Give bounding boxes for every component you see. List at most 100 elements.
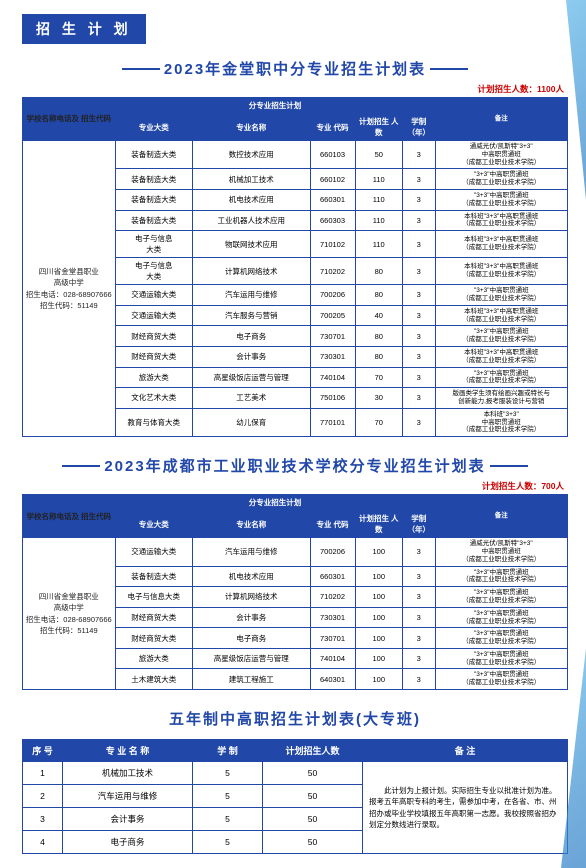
- cell-plan: 50: [263, 785, 363, 808]
- cell-code: 700206: [310, 285, 355, 306]
- cell-note: "3+3"中高职贯通班 （成都工业职业技术学院）: [435, 326, 568, 347]
- cell-code: 740104: [310, 367, 355, 388]
- cell-cat: 文化艺术大类: [115, 388, 193, 409]
- cell-code: 700205: [310, 305, 355, 326]
- cell-note: "3+3"中高职贯通班 （成都工业职业技术学院）: [435, 285, 568, 306]
- cell-code: 660303: [310, 210, 355, 231]
- cell-code: 730301: [310, 607, 355, 628]
- table3: 序 号 专 业 名 称 学 制 计划招生人数 备 注 1机械加工技术550 此计…: [22, 739, 568, 854]
- cell-name: 机电技术应用: [193, 189, 311, 210]
- cell-code: 710202: [310, 587, 355, 608]
- th-name: 专业名称: [193, 114, 311, 141]
- cell-note: 本科班"3+3"中高职贯通班 （成都工业职业技术学院）: [435, 210, 568, 231]
- cell-years: 3: [403, 305, 436, 326]
- th-cat: 专业大类: [115, 114, 193, 141]
- cell-plan: 100: [355, 628, 403, 649]
- cell-name: 高星级饭店运营与管理: [193, 648, 311, 669]
- cell-plan: 100: [355, 648, 403, 669]
- th-cat: 专业大类: [115, 511, 193, 538]
- cell-years: 3: [403, 169, 436, 190]
- cell-code: 660301: [310, 566, 355, 587]
- cell-plan: 40: [355, 305, 403, 326]
- cell-note: "3+3"中高职贯通班 （成都工业职业技术学院）: [435, 189, 568, 210]
- cell-cat: 财经商贸大类: [115, 607, 193, 628]
- table-row: 1机械加工技术550 此计划为上报计划。实际招生专业以批准计划为准。报考五年高职…: [23, 762, 568, 785]
- cell-note: 本科班"3+3"中高职贯通班 （成都工业职业技术学院）: [435, 258, 568, 285]
- table2-block: 2023年成都市工业职业技术学校分专业招生计划表 计划招生人数：700人 学校名…: [22, 455, 568, 690]
- cell-plan: 50: [355, 141, 403, 169]
- cell-code: 710202: [310, 258, 355, 285]
- cell-years: 3: [403, 607, 436, 628]
- cell-name: 电子商务: [63, 831, 193, 854]
- cell-name: 机电技术应用: [193, 566, 311, 587]
- cell-name: 汽车服务与营销: [193, 305, 311, 326]
- cell-note: 通威光伏/凯斯特"3+3" 中高职贯通班 （成都工业职业技术学院）: [435, 538, 568, 566]
- cell-cat: 交通运输大类: [115, 538, 193, 566]
- cell-name: 汽车运用与维修: [193, 538, 311, 566]
- cell-sys: 5: [193, 831, 263, 854]
- cell-code: 640301: [310, 669, 355, 690]
- cell-note: 本科班"3+3" 中高职贯通班 （成都工业职业技术学院）: [435, 408, 568, 436]
- cell-plan: 50: [263, 762, 363, 785]
- th-plan: 计划招生 人数: [355, 511, 403, 538]
- th-group: 分专业招生计划: [115, 98, 435, 114]
- cell-sys: 5: [193, 785, 263, 808]
- cell-cat: 财经商贸大类: [115, 628, 193, 649]
- cell-cat: 装备制造大类: [115, 189, 193, 210]
- table2-title: 2023年成都市工业职业技术学校分专业招生计划表: [104, 455, 485, 476]
- table3-title: 五年制中高职招生计划表(大专班): [22, 708, 568, 729]
- cell-plan: 110: [355, 231, 403, 258]
- cell-cat: 财经商贸大类: [115, 346, 193, 367]
- cell-years: 3: [403, 285, 436, 306]
- cell-years: 3: [403, 210, 436, 231]
- cell-plan: 70: [355, 367, 403, 388]
- cell-note: "3+3"中高职贯通班 （成都工业职业技术学院）: [435, 628, 568, 649]
- th-idx: 序 号: [23, 740, 63, 762]
- cell-name: 计算机网络技术: [193, 587, 311, 608]
- cell-cat: 教育与体育大类: [115, 408, 193, 436]
- th-name: 专 业 名 称: [63, 740, 193, 762]
- cell-name: 机械加工技术: [193, 169, 311, 190]
- cell-years: 3: [403, 189, 436, 210]
- cell-years: 3: [403, 141, 436, 169]
- cell-code: 700206: [310, 538, 355, 566]
- cell-plan: 100: [355, 566, 403, 587]
- cell-years: 3: [403, 258, 436, 285]
- title-line: [430, 68, 468, 70]
- th-code: 专业 代码: [310, 114, 355, 141]
- school-cell: 四川省金堂县职业 高级中学 招生电话：028-68907666 招生代码：511…: [23, 141, 116, 437]
- cell-name: 工艺美术: [193, 388, 311, 409]
- cell-name: 建筑工程施工: [193, 669, 311, 690]
- cell-cat: 旅游大类: [115, 367, 193, 388]
- cell-plan: 30: [355, 388, 403, 409]
- cell-plan: 110: [355, 189, 403, 210]
- cell-plan: 110: [355, 210, 403, 231]
- cell-years: 3: [403, 408, 436, 436]
- th-plan: 计划招生 人数: [355, 114, 403, 141]
- cell-name: 计算机网络技术: [193, 258, 311, 285]
- cell-plan: 70: [355, 408, 403, 436]
- th-sys: 学 制: [193, 740, 263, 762]
- cell-name: 汽车运用与维修: [193, 285, 311, 306]
- cell-name: 机械加工技术: [63, 762, 193, 785]
- title-line: [122, 68, 160, 70]
- cell-years: 3: [403, 587, 436, 608]
- section-tag: 招 生 计 划: [22, 14, 146, 44]
- cell-name: 汽车运用与维修: [63, 785, 193, 808]
- title-line: [62, 465, 100, 467]
- cell-code: 730701: [310, 326, 355, 347]
- cell-cat: 装备制造大类: [115, 566, 193, 587]
- cell-name: 会计事务: [193, 607, 311, 628]
- cell-years: 3: [403, 231, 436, 258]
- cell-idx: 3: [23, 808, 63, 831]
- cell-cat: 装备制造大类: [115, 169, 193, 190]
- cell-years: 3: [403, 566, 436, 587]
- cell-years: 3: [403, 648, 436, 669]
- table1: 学校名称电话及 招生代码 分专业招生计划 备注 专业大类 专业名称 专业 代码 …: [22, 97, 568, 437]
- cell-name: 电子商务: [193, 628, 311, 649]
- cell-cat: 交通运输大类: [115, 305, 193, 326]
- cell-plan: 100: [355, 587, 403, 608]
- cell-plan: 100: [355, 538, 403, 566]
- cell-name: 高星级饭店运营与管理: [193, 367, 311, 388]
- cell-note: "3+3"中高职贯通班 （成都工业职业技术学院）: [435, 648, 568, 669]
